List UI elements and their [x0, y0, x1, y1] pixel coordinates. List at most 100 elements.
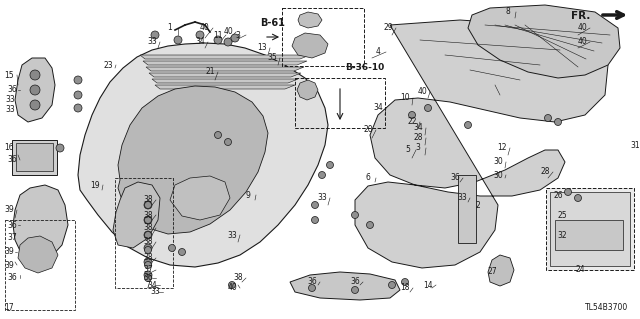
Text: 14: 14 — [423, 280, 433, 290]
Polygon shape — [468, 5, 620, 78]
Circle shape — [367, 221, 374, 228]
Text: 13: 13 — [257, 43, 267, 53]
Text: 33: 33 — [317, 194, 327, 203]
Text: 37: 37 — [7, 234, 17, 242]
Text: 36: 36 — [450, 174, 460, 182]
Text: FR.: FR. — [571, 11, 590, 21]
Circle shape — [575, 195, 582, 202]
Bar — [546, 188, 634, 270]
Text: 33: 33 — [5, 106, 15, 115]
Circle shape — [145, 262, 152, 269]
Text: 38: 38 — [143, 254, 153, 263]
Text: 34: 34 — [373, 103, 383, 113]
Text: 38: 38 — [143, 238, 153, 247]
Text: 2: 2 — [476, 201, 481, 210]
Text: 5: 5 — [406, 145, 410, 154]
Text: 19: 19 — [90, 181, 100, 189]
Circle shape — [308, 285, 316, 292]
Circle shape — [545, 115, 552, 122]
Circle shape — [145, 232, 152, 239]
Text: 11: 11 — [213, 31, 223, 40]
Bar — [458, 175, 476, 243]
Text: 34: 34 — [147, 280, 157, 290]
Text: 32: 32 — [557, 231, 567, 240]
Text: 17: 17 — [4, 303, 14, 313]
Circle shape — [408, 112, 415, 118]
Text: 12: 12 — [497, 144, 507, 152]
Circle shape — [231, 34, 239, 42]
Text: 36: 36 — [7, 220, 17, 229]
Text: 40: 40 — [577, 38, 587, 47]
Text: TL54B3700: TL54B3700 — [585, 303, 628, 313]
Polygon shape — [152, 79, 298, 83]
Text: 33: 33 — [227, 231, 237, 240]
Circle shape — [30, 70, 40, 80]
Circle shape — [554, 118, 561, 125]
Circle shape — [326, 161, 333, 168]
Bar — [550, 192, 630, 266]
Text: 39: 39 — [4, 261, 14, 270]
Circle shape — [388, 281, 396, 288]
Text: 39: 39 — [4, 248, 14, 256]
Circle shape — [145, 247, 152, 254]
Circle shape — [214, 131, 221, 138]
Circle shape — [145, 275, 152, 281]
Circle shape — [74, 91, 82, 99]
Text: 28: 28 — [540, 167, 550, 176]
Text: 34: 34 — [195, 38, 205, 47]
Text: 40: 40 — [577, 24, 587, 33]
Text: 38: 38 — [143, 196, 153, 204]
Circle shape — [225, 138, 232, 145]
Text: 35: 35 — [267, 54, 277, 63]
Circle shape — [351, 286, 358, 293]
Text: 26: 26 — [553, 190, 563, 199]
Text: 29: 29 — [383, 24, 393, 33]
Text: 8: 8 — [506, 8, 510, 17]
Bar — [295, 78, 385, 128]
Text: 36: 36 — [7, 273, 17, 283]
Circle shape — [145, 202, 152, 209]
Circle shape — [151, 31, 159, 39]
Circle shape — [144, 258, 152, 266]
Bar — [555, 220, 623, 250]
Circle shape — [144, 271, 152, 279]
Text: B-61: B-61 — [260, 18, 285, 28]
Text: 34: 34 — [413, 123, 423, 132]
Bar — [16, 143, 53, 171]
Text: 38: 38 — [233, 273, 243, 283]
Text: 16: 16 — [4, 144, 14, 152]
Text: 36: 36 — [307, 278, 317, 286]
Polygon shape — [290, 272, 400, 300]
Circle shape — [144, 231, 152, 239]
Text: 38: 38 — [143, 224, 153, 233]
Circle shape — [144, 201, 152, 209]
Polygon shape — [170, 176, 230, 220]
Text: 24: 24 — [575, 265, 585, 275]
Circle shape — [30, 85, 40, 95]
Text: 33: 33 — [5, 95, 15, 105]
Text: 3: 3 — [236, 31, 241, 40]
Text: 27: 27 — [487, 268, 497, 277]
Text: 9: 9 — [246, 190, 250, 199]
Circle shape — [465, 122, 472, 129]
Polygon shape — [488, 255, 514, 286]
Circle shape — [401, 278, 408, 286]
Polygon shape — [146, 67, 304, 71]
Circle shape — [424, 105, 431, 112]
Text: 39: 39 — [4, 205, 14, 214]
Text: 4: 4 — [376, 48, 380, 56]
Text: 36: 36 — [350, 278, 360, 286]
Text: 36: 36 — [143, 273, 153, 283]
Text: 38: 38 — [143, 211, 153, 219]
Circle shape — [228, 281, 236, 288]
Circle shape — [564, 189, 572, 196]
Text: 40: 40 — [200, 24, 210, 33]
Bar — [12, 140, 57, 175]
Text: 31: 31 — [630, 140, 640, 150]
Bar — [5, 220, 75, 310]
Text: 36: 36 — [7, 155, 17, 165]
Text: 3: 3 — [415, 144, 420, 152]
Circle shape — [144, 244, 152, 252]
Circle shape — [224, 38, 232, 46]
Text: 30: 30 — [493, 170, 503, 180]
